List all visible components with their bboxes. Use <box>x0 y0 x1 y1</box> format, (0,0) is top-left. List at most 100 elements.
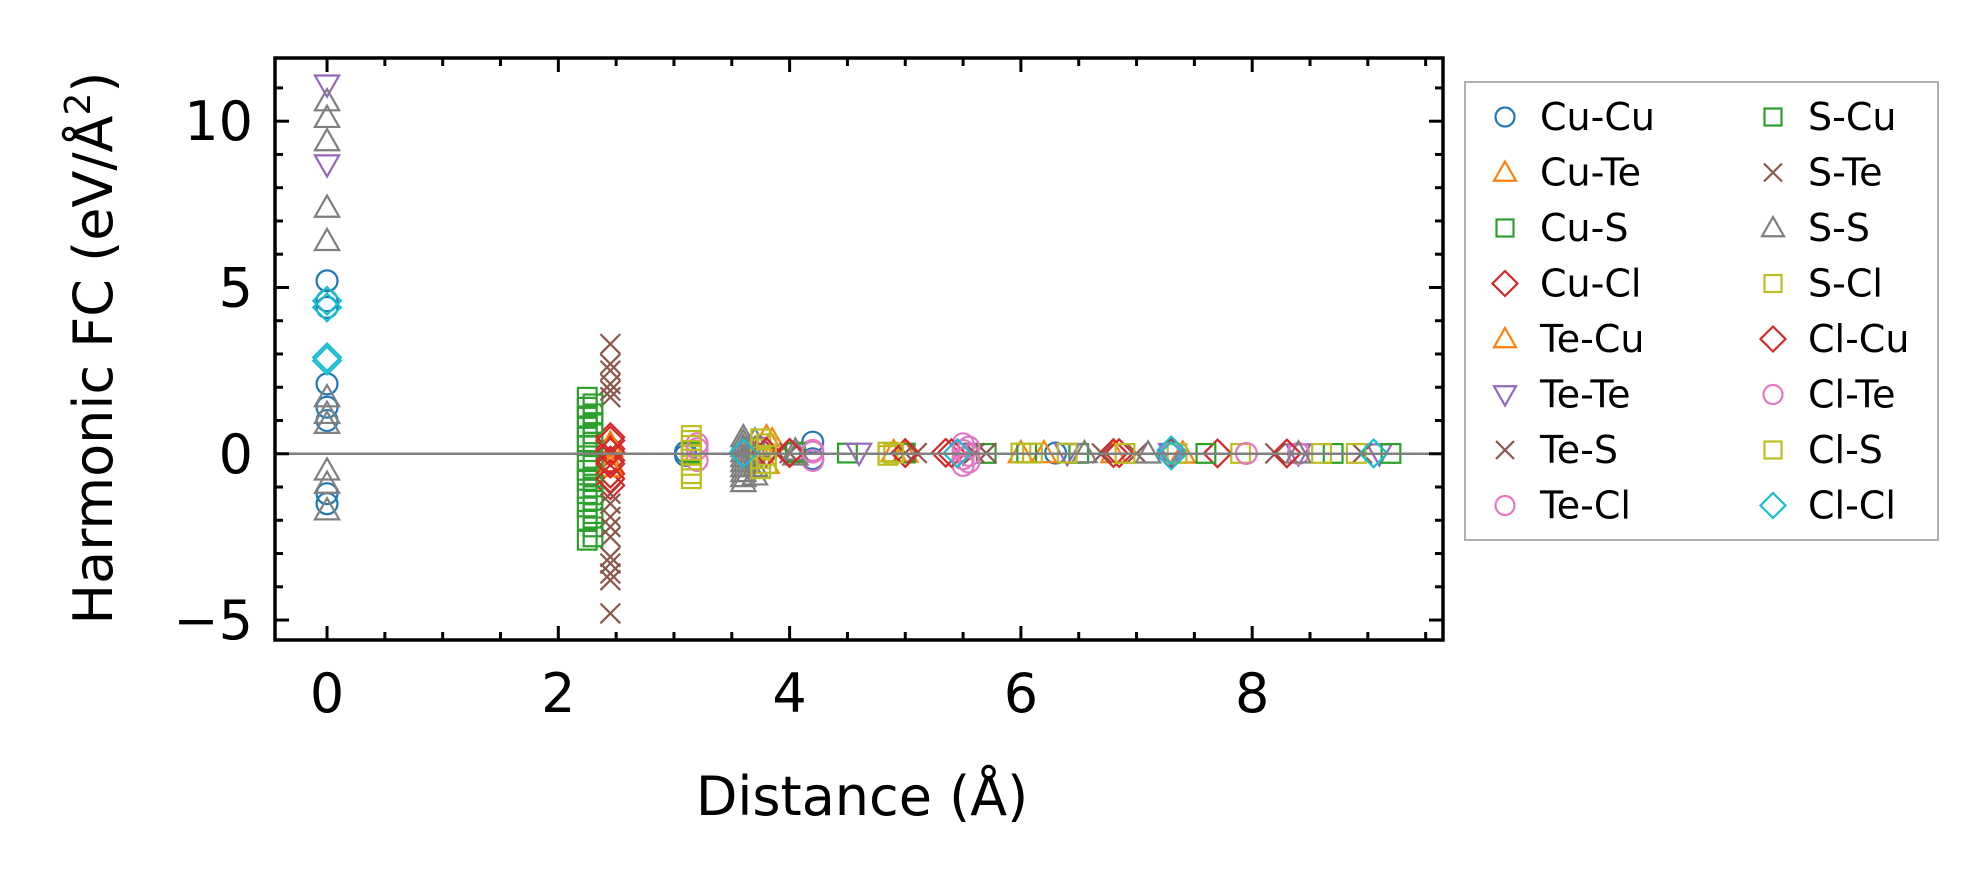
axis-ticks-layer <box>275 58 1443 640</box>
data-point <box>889 437 921 469</box>
y-axis-label: Harmonic FC (eV/Å2) <box>58 72 125 625</box>
data-point <box>595 470 626 501</box>
legend-label: S-Cl <box>1808 262 1883 306</box>
data-point <box>595 463 626 495</box>
series-te-s <box>599 333 1373 625</box>
legend-marker <box>1495 440 1515 460</box>
legend-label: Te-Cu <box>1539 317 1644 361</box>
legend-entry-cu-te: Cu-Te <box>1492 151 1641 195</box>
data-point <box>729 457 758 483</box>
legend-marker <box>1763 273 1783 294</box>
legend-marker <box>1763 162 1783 183</box>
data-point <box>313 193 342 218</box>
y-tick-label: 10 <box>184 90 253 153</box>
legend-marker <box>1495 218 1515 238</box>
series-s-cu <box>582 393 1402 548</box>
data-point <box>576 509 598 531</box>
data-point <box>680 468 702 490</box>
legend: Cu-Cu Cu-Te Cu-S Cu-Cl Te-Cu Te-Te Te-S Te-Cl S-… <box>1464 81 1939 541</box>
data-point <box>315 289 339 313</box>
legend-marker <box>1763 440 1783 460</box>
legend-entry-te-cu: Te-Cu <box>1492 317 1644 361</box>
data-point <box>576 496 598 518</box>
data-point <box>313 103 342 129</box>
data-point <box>680 463 702 485</box>
y-tick-label: 0 <box>219 423 253 486</box>
legend-entry-cl-cl: Cl-Cl <box>1758 484 1896 528</box>
data-point <box>1271 438 1303 469</box>
legend-label: S-S <box>1808 206 1870 250</box>
series-cl-cl <box>311 285 1389 471</box>
legend-marker <box>1758 491 1788 520</box>
data-point <box>729 467 758 493</box>
data-point <box>311 285 343 317</box>
data-point <box>313 382 342 408</box>
y-axis-label-superscript: 2 <box>58 93 99 116</box>
legend-entry-cl-te: Cl-Te <box>1762 373 1895 417</box>
data-point <box>576 529 598 551</box>
data-point <box>680 439 702 461</box>
data-point <box>1155 435 1187 466</box>
legend-marker <box>1762 383 1784 406</box>
data-point <box>1155 440 1187 471</box>
legend-marker <box>1763 107 1783 127</box>
legend-label: Cl-Cu <box>1808 317 1909 361</box>
data-point <box>1284 439 1313 464</box>
legend-label: Te-S <box>1539 428 1618 472</box>
data-point <box>313 469 342 494</box>
legend-marker <box>1492 385 1518 408</box>
legend-entry-cu-s: Cu-S <box>1495 206 1628 250</box>
data-point <box>801 440 825 464</box>
data-points-layer <box>311 74 1402 625</box>
legend-label: S-Te <box>1808 151 1882 195</box>
data-point <box>313 456 342 481</box>
data-point <box>582 431 604 453</box>
legend-entry-cu-cu: Cu-Cu <box>1494 95 1655 139</box>
legend-entry-s-s: S-S <box>1760 206 1870 250</box>
series-s-te <box>599 359 1286 591</box>
data-point <box>599 569 622 591</box>
data-point <box>313 86 342 112</box>
data-point <box>313 399 342 425</box>
legend-entry-s-cu: S-Cu <box>1763 95 1896 139</box>
data-point <box>930 437 962 469</box>
legend-items: Cu-Cu Cu-Te Cu-S Cu-Cl Te-Cu Te-Te Te-S Te-Cl S-… <box>1490 95 1909 528</box>
data-point <box>599 359 622 382</box>
tick-labels-layer: 0 2 4 6 8 −5 0 5 10 <box>173 90 1269 725</box>
data-point <box>1134 439 1163 464</box>
data-point <box>311 342 343 373</box>
data-point <box>582 476 604 498</box>
data-point <box>957 443 981 467</box>
data-point <box>599 562 622 585</box>
legend-marker <box>1492 325 1518 349</box>
data-point <box>313 74 342 99</box>
data-point <box>1358 438 1389 469</box>
legend-entry-cu-cl: Cu-Cl <box>1490 262 1641 306</box>
x-tick-label: 4 <box>772 662 806 725</box>
legend-marker <box>1758 324 1788 354</box>
legend-entry-cl-cu: Cl-Cu <box>1758 317 1909 361</box>
legend-entry-te-te: Te-Te <box>1492 373 1631 417</box>
data-point <box>582 454 604 476</box>
data-point <box>313 154 342 179</box>
data-point <box>1030 438 1059 464</box>
data-point <box>576 469 598 491</box>
data-point <box>951 447 975 471</box>
legend-label: Cu-Cl <box>1540 262 1641 306</box>
series-te-te <box>313 74 1394 468</box>
data-point <box>1098 437 1129 469</box>
x-tick-label: 2 <box>541 662 575 725</box>
data-point <box>582 503 604 525</box>
x-tick-label: 8 <box>1235 662 1269 725</box>
legend-marker <box>1494 494 1516 517</box>
legend-entry-cl-s: Cl-S <box>1763 428 1883 472</box>
legend-frame <box>1464 81 1939 541</box>
data-point <box>599 546 622 568</box>
legend-label: Te-Cl <box>1539 484 1631 528</box>
data-point <box>313 409 342 435</box>
series-cu-cu <box>315 269 1183 516</box>
legend-entry-te-cl: Te-Cl <box>1494 484 1631 528</box>
legend-label: Cl-S <box>1808 428 1883 472</box>
legend-label: Cl-Cl <box>1808 484 1896 528</box>
